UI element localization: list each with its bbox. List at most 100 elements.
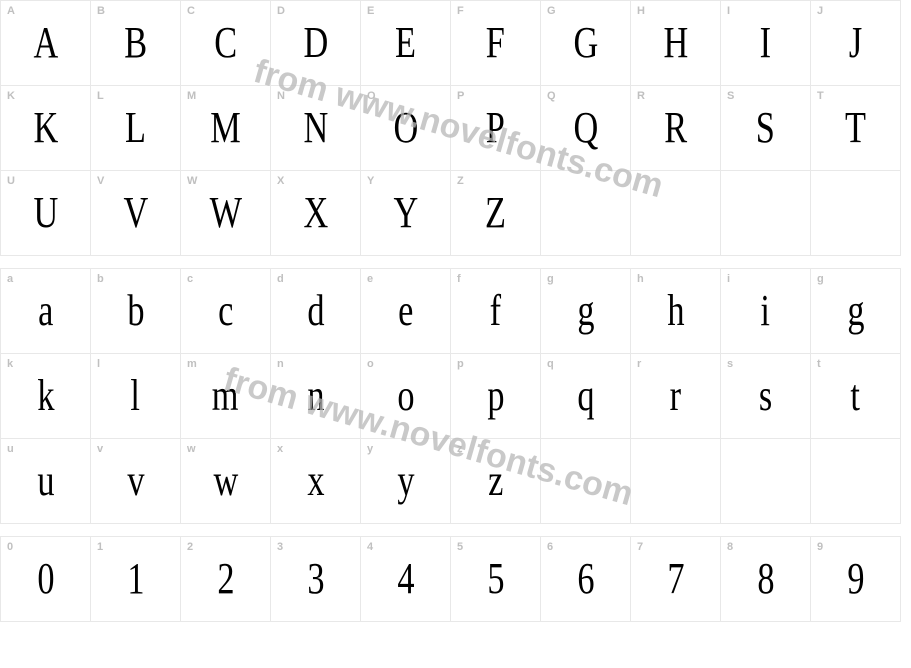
cell-key-label: 7 — [637, 541, 643, 553]
cell-glyph: 0 — [37, 557, 54, 601]
glyph-cell — [720, 438, 811, 524]
cell-key-label: E — [367, 5, 374, 17]
cell-glyph: M — [210, 106, 241, 150]
cell-key-label: M — [187, 90, 196, 102]
cell-glyph: z — [488, 459, 503, 503]
glyph-cell: rr — [630, 353, 721, 439]
glyph-cell: 66 — [540, 536, 631, 622]
cell-key-label: G — [547, 5, 556, 17]
glyph-cell: NN — [270, 85, 361, 171]
cell-key-label: Q — [547, 90, 556, 102]
glyph-cell: kk — [0, 353, 91, 439]
cell-glyph: L — [125, 106, 146, 150]
cell-glyph: 3 — [307, 557, 324, 601]
glyph-cell: XX — [270, 170, 361, 256]
cell-glyph: g — [577, 289, 594, 333]
cell-key-label: T — [817, 90, 824, 102]
cell-glyph: v — [127, 459, 144, 503]
glyph-cell: OO — [360, 85, 451, 171]
cell-key-label: x — [277, 443, 283, 455]
cell-key-label: S — [727, 90, 734, 102]
glyph-cell — [630, 438, 721, 524]
cell-glyph: 4 — [397, 557, 414, 601]
cell-glyph: 2 — [217, 557, 234, 601]
cell-glyph: Z — [485, 191, 506, 235]
cell-glyph: b — [127, 289, 144, 333]
glyph-cell — [630, 170, 721, 256]
cell-glyph: F — [486, 21, 505, 65]
cell-key-label: a — [7, 273, 13, 285]
glyph-cell: ss — [720, 353, 811, 439]
cell-key-label: A — [7, 5, 15, 17]
cell-key-label: P — [457, 90, 464, 102]
glyph-cell: pp — [450, 353, 541, 439]
cell-glyph: U — [33, 191, 58, 235]
cell-key-label: I — [727, 5, 730, 17]
cell-key-label: Y — [367, 175, 374, 187]
cell-key-label: c — [187, 273, 193, 285]
cell-key-label: V — [97, 175, 104, 187]
cell-glyph: E — [395, 21, 416, 65]
glyph-cell: RR — [630, 85, 721, 171]
glyph-cell: ee — [360, 268, 451, 354]
glyph-cell: ZZ — [450, 170, 541, 256]
cell-glyph: C — [214, 21, 237, 65]
section-uppercase: AABBCCDDEEFFGGHHIIJJKKLLMMNNOOPPQQRRSSTT… — [0, 0, 911, 256]
glyph-cell: 22 — [180, 536, 271, 622]
glyph-cell — [540, 438, 631, 524]
cell-glyph: K — [33, 106, 58, 150]
glyph-cell: AA — [0, 0, 91, 86]
glyph-cell: MM — [180, 85, 271, 171]
glyph-cell: cc — [180, 268, 271, 354]
glyph-cell: 44 — [360, 536, 451, 622]
cell-key-label: u — [7, 443, 14, 455]
cell-glyph: n — [307, 374, 324, 418]
cell-key-label: W — [187, 175, 197, 187]
glyph-cell: 77 — [630, 536, 721, 622]
glyph-cell: gg — [540, 268, 631, 354]
cell-key-label: F — [457, 5, 464, 17]
glyph-cell: vv — [90, 438, 181, 524]
cell-key-label: n — [277, 358, 284, 370]
glyph-cell — [720, 170, 811, 256]
cell-glyph: 6 — [577, 557, 594, 601]
glyph-cell: BB — [90, 0, 181, 86]
cell-glyph: 8 — [757, 557, 774, 601]
glyph-cell: PP — [450, 85, 541, 171]
cell-glyph: m — [212, 374, 239, 418]
font-character-map: AABBCCDDEEFFGGHHIIJJKKLLMMNNOOPPQQRRSSTT… — [0, 0, 911, 622]
glyph-cell: gg — [810, 268, 901, 354]
glyph-cell: yy — [360, 438, 451, 524]
cell-glyph: p — [487, 374, 504, 418]
cell-key-label: l — [97, 358, 100, 370]
glyph-cell: EE — [360, 0, 451, 86]
cell-glyph: A — [33, 21, 58, 65]
cell-key-label: 9 — [817, 541, 823, 553]
cell-glyph: 9 — [847, 557, 864, 601]
cell-key-label: B — [97, 5, 105, 17]
cell-glyph: x — [307, 459, 324, 503]
cell-glyph: f — [490, 289, 501, 333]
glyph-cell: 88 — [720, 536, 811, 622]
cell-glyph: d — [307, 289, 324, 333]
cell-glyph: e — [398, 289, 413, 333]
cell-glyph: t — [851, 374, 861, 418]
cell-glyph: a — [38, 289, 53, 333]
glyph-cell: nn — [270, 353, 361, 439]
cell-key-label: k — [7, 358, 13, 370]
cell-key-label: p — [457, 358, 464, 370]
cell-glyph: q — [577, 374, 594, 418]
cell-key-label: 0 — [7, 541, 13, 553]
cell-glyph: 7 — [667, 557, 684, 601]
glyph-cell: II — [720, 0, 811, 86]
cell-key-label: H — [637, 5, 645, 17]
glyph-cell: oo — [360, 353, 451, 439]
cell-key-label: R — [637, 90, 645, 102]
glyph-cell: UU — [0, 170, 91, 256]
cell-key-label: L — [97, 90, 104, 102]
glyph-cell: GG — [540, 0, 631, 86]
cell-key-label: o — [367, 358, 374, 370]
cell-key-label: 3 — [277, 541, 283, 553]
cell-key-label: K — [7, 90, 15, 102]
glyph-cell — [810, 438, 901, 524]
